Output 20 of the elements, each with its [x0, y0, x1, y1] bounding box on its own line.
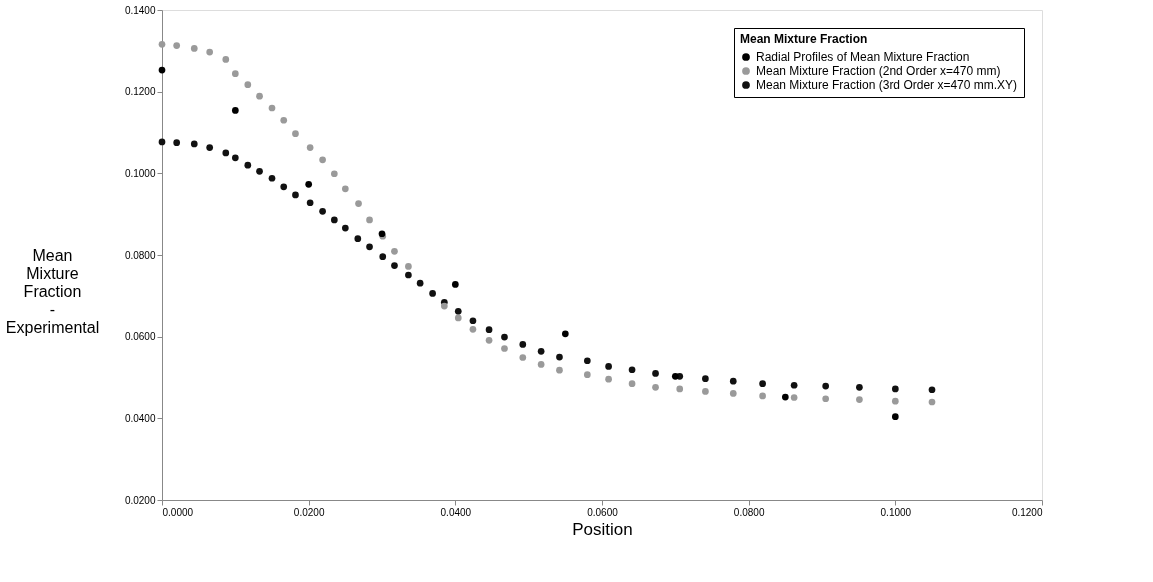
legend-label: Mean Mixture Fraction (2nd Order x=470 mm) — [756, 64, 1001, 78]
x-tick-label: 0.1000 — [880, 506, 912, 518]
x-axis-title: Position — [572, 519, 633, 539]
y-tick-label: 0.1000 — [124, 167, 156, 179]
y-tick-label: 0.0400 — [124, 412, 156, 424]
legend-label: Mean Mixture Fraction (3rd Order x=470 mm.XY) — [756, 78, 1018, 92]
x-tick-label: 0.0400 — [440, 506, 472, 518]
x-tick-label: 0.0200 — [293, 506, 325, 518]
x-tick-label: 0.0600 — [587, 506, 619, 518]
legend-title: Mean Mixture Fraction — [740, 32, 868, 46]
y-tick-label: 0.0200 — [124, 494, 156, 506]
x-tick-label: 0.0000 — [162, 506, 194, 518]
y-axis-title: Mean Mixture Fraction - Experimental — [5, 246, 100, 336]
y-tick-label: 0.1200 — [124, 86, 156, 98]
x-tick-label: 0.1200 — [1011, 506, 1043, 518]
x-tick-label: 0.0800 — [733, 506, 765, 518]
legend-label: Radial Profiles of Mean Mixture Fraction — [756, 50, 970, 64]
y-tick-label: 0.0600 — [124, 331, 156, 343]
y-tick-label: 0.1400 — [124, 4, 156, 16]
y-tick-label: 0.0800 — [124, 249, 156, 261]
